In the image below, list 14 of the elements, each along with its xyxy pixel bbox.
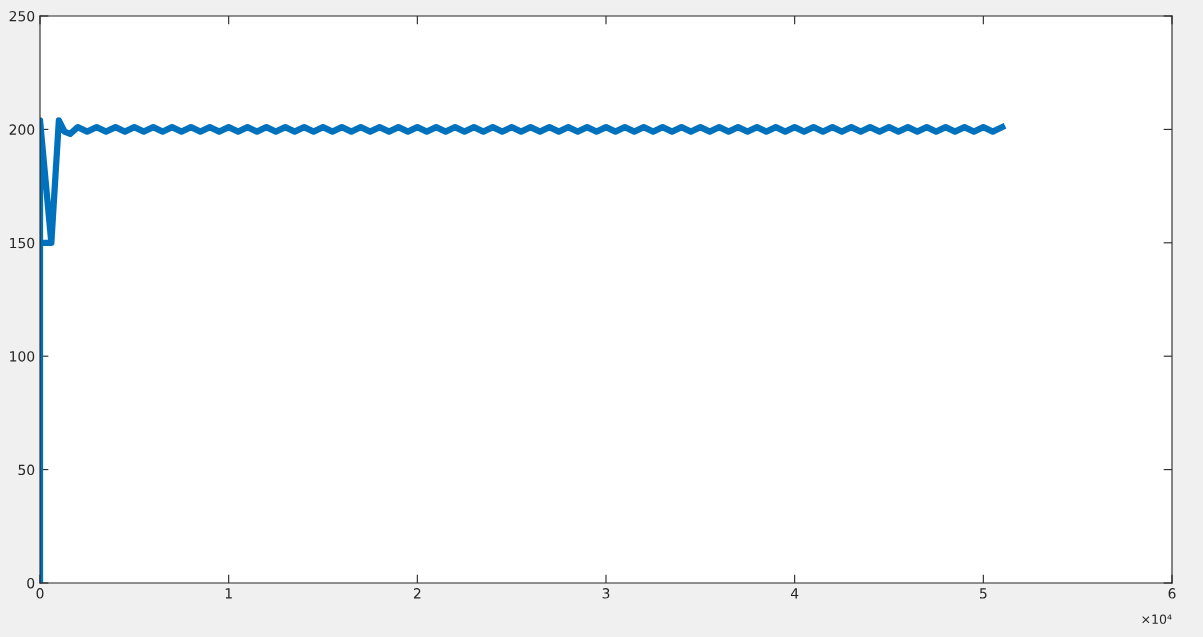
y-tick-label: 200 — [9, 124, 35, 135]
x-tick-label: 6 — [1168, 588, 1176, 599]
y-tick-label: 250 — [9, 10, 35, 22]
x-tick-label: 1 — [225, 588, 232, 599]
y-tick-label: 150 — [10, 237, 35, 249]
x-tick-label: 0 — [36, 588, 44, 599]
y-tick-label: 0 — [27, 577, 35, 589]
text: ×10⁴ — [1142, 614, 1172, 624]
x-tick-label: 4 — [790, 588, 799, 599]
y-tick-label: 100 — [10, 351, 35, 362]
y-tick-label: 50 — [18, 464, 35, 476]
x-tick-label: 5 — [979, 588, 987, 599]
x-tick-label: 3 — [602, 588, 610, 599]
x-tick-label: 2 — [413, 588, 421, 599]
